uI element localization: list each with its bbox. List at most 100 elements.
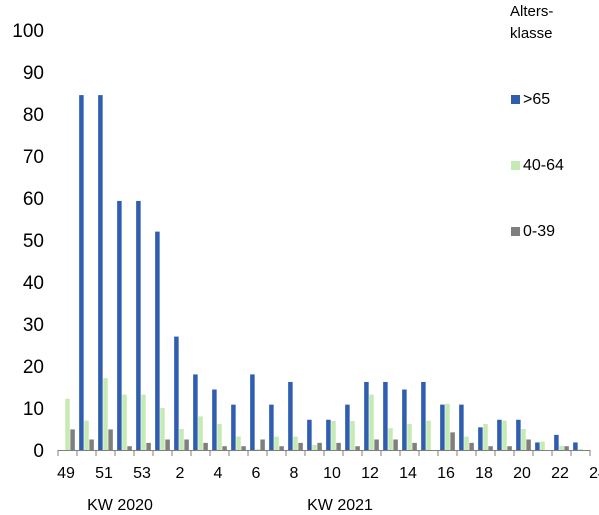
- bar-65-50: [79, 95, 84, 450]
- y-tick-label: 90: [23, 63, 44, 84]
- bar-4064-4: [217, 423, 222, 450]
- bar-4064-10: [331, 421, 336, 450]
- bar-039-4: [222, 446, 227, 450]
- bar-4064-20: [521, 429, 526, 450]
- bar-65-16: [440, 404, 445, 450]
- bar-4064-11: [350, 421, 355, 450]
- bar-039-53: [146, 442, 151, 450]
- legend-label: 0-39: [523, 223, 555, 240]
- bar-65-13: [383, 381, 388, 450]
- x-tick-label: 6: [252, 465, 261, 482]
- bar-039-11: [355, 446, 360, 450]
- bar-039-17: [469, 442, 474, 450]
- bar-039-6: [260, 439, 265, 450]
- bar-65-23: [573, 442, 578, 450]
- x-tick-label: 20: [513, 465, 531, 482]
- y-tick-label: 70: [23, 147, 44, 168]
- x-tick-label: 16: [437, 465, 455, 482]
- bar-4064-14: [407, 423, 412, 450]
- x-tick-label: 2: [176, 465, 185, 482]
- bar-65-9: [307, 419, 312, 450]
- bar-4064-8: [293, 436, 298, 450]
- x-group-label: KW 2020: [87, 497, 153, 514]
- bar-4064-7: [274, 436, 279, 450]
- y-tick-label: 40: [23, 273, 44, 294]
- bar-65-51: [98, 95, 103, 450]
- bar-039-1: [165, 439, 170, 450]
- x-tick-label: 22: [551, 465, 569, 482]
- x-tick-label: 51: [95, 465, 113, 482]
- bar-039-51: [108, 429, 113, 450]
- bar-4064-13: [388, 428, 393, 450]
- legend-title: Alters-: [510, 3, 553, 20]
- x-tick-label: 24: [589, 465, 599, 482]
- bar-65-7: [269, 404, 274, 450]
- bar-65-4: [212, 389, 217, 450]
- bar-4064-15: [426, 420, 431, 450]
- bar-4064-52: [122, 394, 127, 450]
- bar-65-20: [516, 419, 521, 450]
- bar-4064-9: [312, 444, 317, 450]
- bar-65-18: [478, 427, 483, 450]
- bar-4064-6: [255, 449, 260, 450]
- bar-039-22: [564, 446, 569, 450]
- bar-65-1: [155, 231, 160, 450]
- bar-039-52: [127, 446, 132, 450]
- y-tick-label: 60: [23, 189, 44, 210]
- bar-4064-1: [160, 408, 165, 450]
- bar-65-19: [497, 419, 502, 450]
- bar-039-16: [450, 432, 455, 450]
- bar-4064-49: [65, 398, 70, 450]
- x-tick-label: 49: [57, 465, 75, 482]
- bar-4064-17: [464, 436, 469, 450]
- bar-039-9: [317, 442, 322, 450]
- bar-4064-19: [502, 420, 507, 450]
- bar-65-52: [117, 200, 122, 450]
- y-tick-label: 50: [23, 231, 44, 252]
- x-group-label: KW 2021: [307, 497, 373, 514]
- x-tick-label: 12: [361, 465, 379, 482]
- y-tick-label: 20: [23, 357, 44, 378]
- x-tick-label: 53: [133, 465, 151, 482]
- legend-swatch: [511, 227, 520, 236]
- bar-65-53: [136, 200, 141, 450]
- bar-65-22: [554, 434, 559, 450]
- bar-039-14: [412, 442, 417, 450]
- bar-039-3: [203, 442, 208, 450]
- bar-4064-18: [483, 423, 488, 450]
- legend-label: 40-64: [523, 157, 564, 174]
- bar-65-6: [250, 374, 255, 450]
- bar-039-50: [89, 439, 94, 450]
- bar-65-10: [326, 419, 331, 450]
- bar-039-13: [393, 439, 398, 450]
- bar-65-14: [402, 389, 407, 450]
- bar-039-7: [279, 446, 284, 450]
- bar-4064-23: [578, 449, 583, 450]
- y-tick-label: 10: [23, 399, 44, 420]
- x-tick-label: 10: [323, 465, 341, 482]
- bar-4064-21: [540, 441, 545, 450]
- bar-4064-2: [179, 429, 184, 450]
- bar-65-21: [535, 442, 540, 450]
- bar-65-3: [193, 374, 198, 450]
- y-tick-label: 0: [33, 441, 44, 462]
- bar-039-2: [184, 439, 189, 450]
- bar-65-12: [364, 381, 369, 450]
- bar-65-2: [174, 336, 179, 450]
- bar-4064-53: [141, 394, 146, 450]
- bar-4064-50: [84, 420, 89, 450]
- bar-4064-22: [559, 445, 564, 450]
- legend-swatch: [511, 161, 520, 170]
- bar-65-5: [231, 404, 236, 450]
- bar-039-49: [70, 429, 75, 450]
- x-tick-label: 14: [399, 465, 417, 482]
- y-tick-label: 80: [23, 105, 44, 126]
- y-tick-label: 30: [23, 315, 44, 336]
- y-tick-label: 100: [12, 21, 44, 42]
- bar-65-17: [459, 404, 464, 450]
- bar-039-8: [298, 442, 303, 450]
- bar-4064-51: [103, 378, 108, 450]
- bar-4064-12: [369, 394, 374, 450]
